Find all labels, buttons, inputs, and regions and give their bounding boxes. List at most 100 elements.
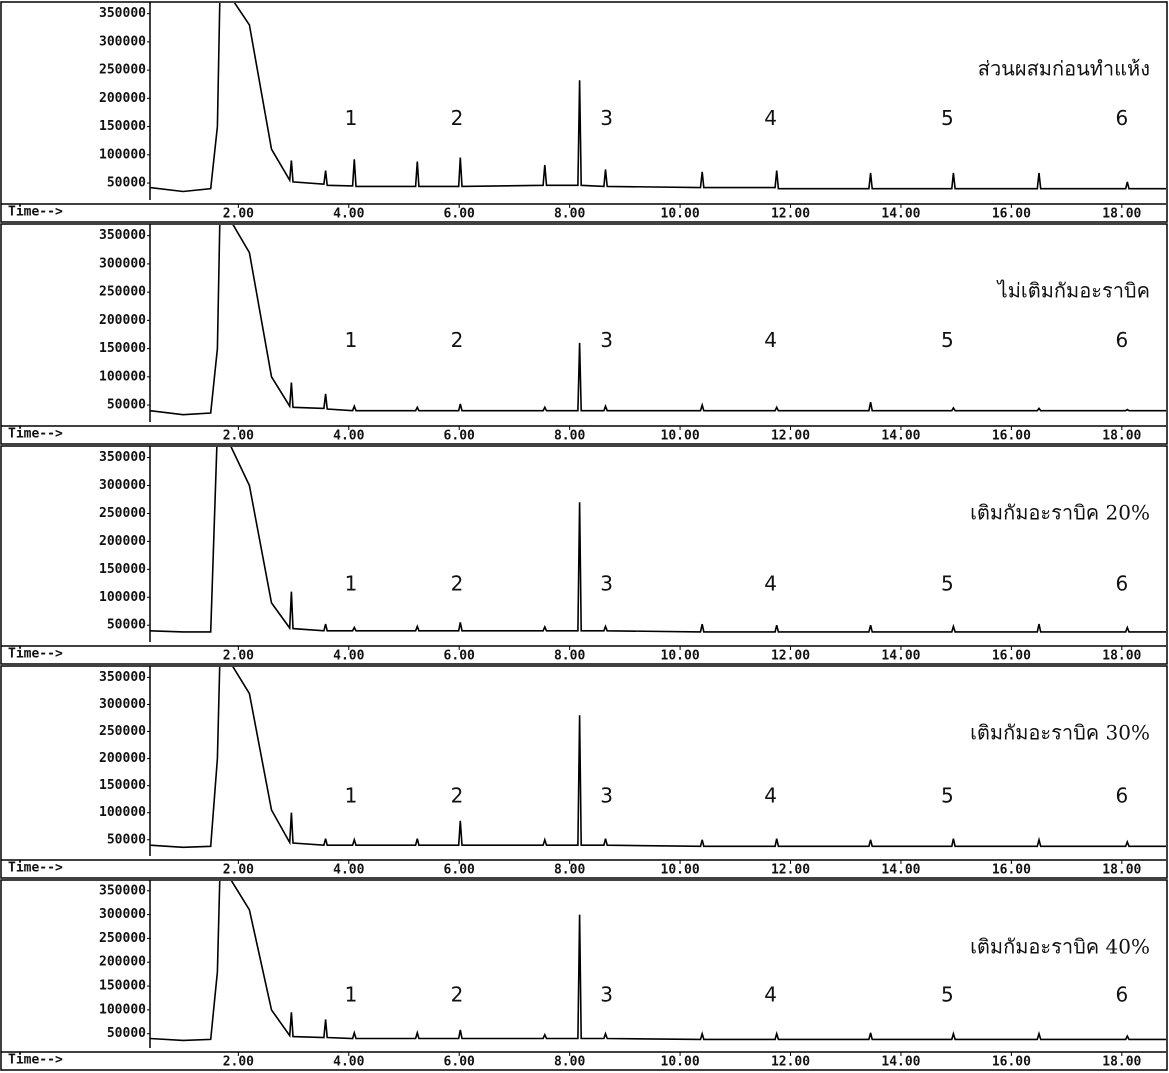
y-tick-label: 250000	[99, 724, 146, 739]
x-tick-label: 2.00	[223, 649, 254, 664]
peak-label: 5	[941, 328, 954, 352]
peak-label: 2	[451, 784, 464, 808]
y-tick-label: 100000	[99, 147, 146, 162]
y-tick-label: 350000	[99, 6, 146, 21]
peak-label: 2	[451, 983, 464, 1007]
x-tick-label: 8.00	[554, 429, 585, 444]
x-tick-label: 16.00	[992, 863, 1031, 878]
x-tick-label: 12.00	[771, 1055, 810, 1070]
x-tick-label: 16.00	[992, 429, 1031, 444]
y-tick-label: 50000	[107, 1026, 146, 1041]
y-tick-label: 150000	[99, 778, 146, 793]
y-tick-label: 150000	[99, 979, 146, 994]
y-tick-label: 50000	[107, 618, 146, 633]
peak-label: 1	[345, 106, 358, 130]
chromatogram-line	[150, 0, 1166, 192]
x-tick-label: 8.00	[554, 1055, 585, 1070]
y-tick-label: 100000	[99, 805, 146, 820]
panel-title: ส่วนผสมก่อนทำแห้ง	[978, 57, 1150, 81]
peak-label: 4	[764, 784, 777, 808]
peak-label: 6	[1115, 328, 1128, 352]
y-tick-label: 200000	[99, 91, 146, 106]
x-tick-label: 10.00	[661, 429, 700, 444]
peak-label: 2	[451, 328, 464, 352]
chromatogram-line	[150, 650, 1166, 847]
peak-label: 3	[600, 983, 613, 1007]
x-tick-label: 6.00	[444, 429, 475, 444]
x-tick-label: 18.00	[1102, 649, 1141, 664]
peak-label: 3	[600, 572, 613, 596]
x-axis-label: Time-->	[8, 1053, 63, 1068]
x-tick-label: 14.00	[881, 207, 920, 222]
peak-label: 4	[764, 328, 777, 352]
x-tick-label: 2.00	[223, 207, 254, 222]
x-axis-label: Time-->	[8, 861, 63, 876]
y-tick-label: 250000	[99, 285, 146, 300]
peak-label: 4	[764, 572, 777, 596]
x-tick-label: 6.00	[444, 1055, 475, 1070]
x-tick-label: 4.00	[333, 207, 364, 222]
y-tick-label: 350000	[99, 670, 146, 685]
x-tick-label: 14.00	[881, 1055, 920, 1070]
x-tick-label: 8.00	[554, 207, 585, 222]
peak-label: 2	[451, 106, 464, 130]
chart-panel: 5000010000015000020000025000030000035000…	[1, 867, 1167, 1070]
chromatogram-line	[150, 430, 1166, 632]
x-tick-label: 18.00	[1102, 207, 1141, 222]
chart-panel: 5000010000015000020000025000030000035000…	[1, 430, 1167, 664]
peak-label: 6	[1115, 572, 1128, 596]
panel-title: เติมกัมอะราบิค 20%	[970, 501, 1150, 525]
x-tick-label: 14.00	[881, 649, 920, 664]
x-tick-label: 2.00	[223, 429, 254, 444]
y-tick-label: 100000	[99, 590, 146, 605]
x-tick-label: 2.00	[223, 863, 254, 878]
x-tick-label: 6.00	[444, 863, 475, 878]
x-tick-label: 18.00	[1102, 429, 1141, 444]
x-tick-label: 12.00	[771, 429, 810, 444]
y-tick-label: 200000	[99, 313, 146, 328]
x-tick-label: 10.00	[661, 1055, 700, 1070]
peak-label: 6	[1115, 106, 1128, 130]
peak-label: 1	[345, 983, 358, 1007]
y-tick-label: 300000	[99, 697, 146, 712]
x-axis-label: Time-->	[8, 427, 63, 442]
x-tick-label: 4.00	[333, 429, 364, 444]
chromatogram-line	[150, 207, 1166, 414]
y-tick-label: 250000	[99, 931, 146, 946]
x-tick-label: 14.00	[881, 863, 920, 878]
chart-panel: 5000010000015000020000025000030000035000…	[1, 207, 1167, 444]
x-tick-label: 6.00	[444, 649, 475, 664]
x-tick-label: 8.00	[554, 863, 585, 878]
peak-label: 5	[941, 784, 954, 808]
peak-label: 6	[1115, 784, 1128, 808]
x-tick-label: 16.00	[992, 207, 1031, 222]
panel-title: เติมกัมอะราบิค 30%	[970, 721, 1150, 745]
x-tick-label: 12.00	[771, 863, 810, 878]
y-tick-label: 50000	[107, 832, 146, 847]
y-tick-label: 300000	[99, 256, 146, 271]
y-tick-label: 350000	[99, 450, 146, 465]
peak-label: 2	[451, 572, 464, 596]
chart-panel: 5000010000015000020000025000030000035000…	[1, 650, 1167, 878]
peak-label: 5	[941, 572, 954, 596]
y-tick-label: 150000	[99, 119, 146, 134]
x-axis-label: Time-->	[8, 205, 63, 220]
x-tick-label: 18.00	[1102, 863, 1141, 878]
y-tick-label: 200000	[99, 955, 146, 970]
panel-frame	[1, 880, 1167, 1070]
y-tick-label: 300000	[99, 478, 146, 493]
y-tick-label: 100000	[99, 369, 146, 384]
y-tick-label: 300000	[99, 907, 146, 922]
chromatogram-figure: 5000010000015000020000025000030000035000…	[0, 0, 1169, 1073]
y-tick-label: 350000	[99, 228, 146, 243]
x-tick-label: 6.00	[444, 207, 475, 222]
x-tick-label: 12.00	[771, 207, 810, 222]
peak-label: 5	[941, 983, 954, 1007]
y-tick-label: 200000	[99, 534, 146, 549]
x-tick-label: 18.00	[1102, 1055, 1141, 1070]
x-tick-label: 4.00	[333, 1055, 364, 1070]
peak-label: 1	[345, 572, 358, 596]
peak-label: 1	[345, 328, 358, 352]
peak-label: 3	[600, 784, 613, 808]
y-tick-label: 50000	[107, 176, 146, 191]
